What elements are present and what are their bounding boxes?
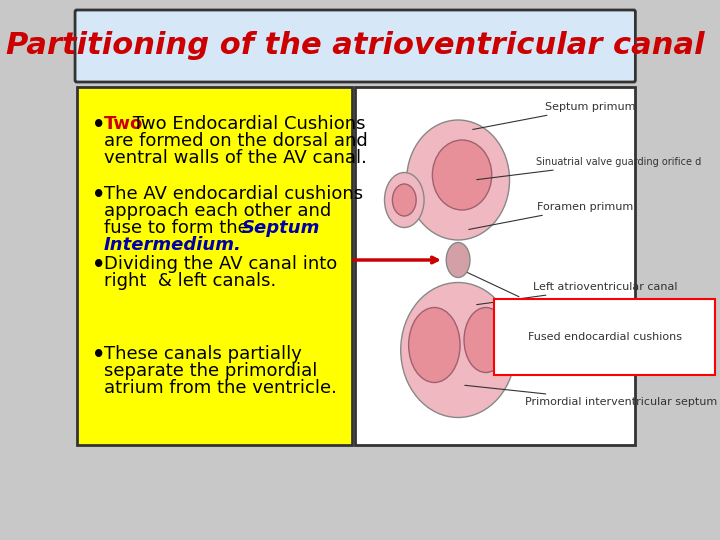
Text: Intermedium.: Intermedium. bbox=[104, 236, 241, 254]
Text: Fused endocardial cushions: Fused endocardial cushions bbox=[464, 271, 682, 342]
Bar bbox=[76, 87, 352, 445]
FancyBboxPatch shape bbox=[75, 10, 635, 82]
Text: Septum: Septum bbox=[242, 219, 320, 237]
Text: •: • bbox=[92, 345, 106, 365]
Text: •: • bbox=[92, 255, 106, 275]
Text: These canals partially: These canals partially bbox=[104, 345, 302, 363]
Ellipse shape bbox=[407, 120, 510, 240]
Text: ventral walls of the AV canal.: ventral walls of the AV canal. bbox=[104, 149, 366, 167]
Ellipse shape bbox=[433, 140, 492, 210]
Text: Left atrioventricular canal: Left atrioventricular canal bbox=[477, 282, 678, 305]
Text: separate the primordial: separate the primordial bbox=[104, 362, 317, 380]
Text: right  & left canals.: right & left canals. bbox=[104, 272, 276, 290]
Text: •: • bbox=[92, 185, 106, 205]
Text: Primordial interventricular septum: Primordial interventricular septum bbox=[465, 386, 718, 407]
Text: Dividing the AV canal into: Dividing the AV canal into bbox=[104, 255, 337, 273]
Text: fuse to form the: fuse to form the bbox=[104, 219, 254, 237]
Bar bbox=[355, 87, 635, 445]
Text: Two Endocardial Cushions: Two Endocardial Cushions bbox=[127, 115, 366, 133]
Ellipse shape bbox=[392, 184, 416, 216]
Ellipse shape bbox=[464, 307, 508, 373]
Text: Sinuatrial valve guarding orifice d: Sinuatrial valve guarding orifice d bbox=[477, 157, 701, 180]
Ellipse shape bbox=[384, 172, 424, 227]
Ellipse shape bbox=[401, 282, 516, 417]
Text: atrium from the ventricle.: atrium from the ventricle. bbox=[104, 379, 336, 397]
Text: The AV endocardial cushions: The AV endocardial cushions bbox=[104, 185, 363, 203]
Text: Septum primum: Septum primum bbox=[473, 102, 636, 130]
Text: Two: Two bbox=[104, 115, 143, 133]
Ellipse shape bbox=[446, 242, 470, 278]
Ellipse shape bbox=[409, 307, 460, 382]
Text: approach each other and: approach each other and bbox=[104, 202, 330, 220]
Text: Partitioning of the atrioventricular canal: Partitioning of the atrioventricular can… bbox=[6, 31, 705, 60]
Text: •: • bbox=[92, 115, 106, 135]
Text: Foramen primum: Foramen primum bbox=[469, 202, 634, 230]
Text: are formed on the dorsal and: are formed on the dorsal and bbox=[104, 132, 367, 150]
